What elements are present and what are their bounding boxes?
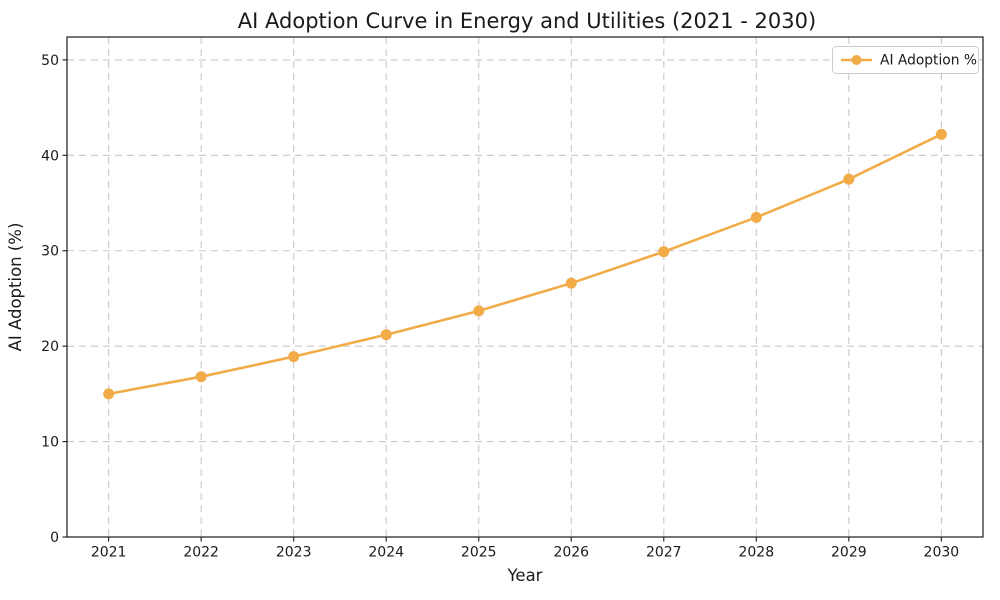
legend-label: AI Adoption % — [880, 53, 977, 69]
tick-layer — [62, 59, 942, 542]
y-tick-label: 0 — [50, 530, 59, 546]
data-point-2021 — [103, 388, 115, 400]
data-point-2023 — [288, 351, 300, 363]
series-line — [107, 133, 943, 396]
x-tick-label: 2023 — [276, 545, 312, 561]
y-axis-label: AI Adoption (%) — [6, 223, 25, 352]
x-tick-label: 2026 — [553, 545, 589, 561]
y-tick-label: 10 — [41, 435, 59, 451]
x-tick-label: 2029 — [831, 545, 867, 561]
data-point-2026 — [565, 277, 577, 289]
x-tick-label: 2030 — [924, 545, 960, 561]
y-tick-label: 30 — [41, 244, 59, 260]
legend-marker-icon — [851, 55, 862, 65]
grid-layer — [67, 37, 983, 538]
tick-label-layer: 2021 2022 2023 2024 2025 2026 2027 2028 2029 2030… — [41, 53, 959, 561]
x-tick-label: 2025 — [461, 545, 497, 561]
data-point-2025 — [473, 305, 485, 317]
data-point-2027 — [658, 246, 670, 258]
legend-box — [832, 46, 979, 74]
data-point-2029 — [843, 173, 855, 185]
x-axis-label: Year — [507, 566, 543, 585]
chart-title: AI Adoption Curve in Energy and Utilitie… — [238, 9, 816, 33]
data-series-layer — [103, 128, 947, 400]
data-point-2030 — [935, 128, 947, 140]
y-tick-label: 50 — [41, 53, 59, 69]
legend: AI Adoption % — [832, 46, 979, 74]
x-tick-label: 2027 — [646, 545, 682, 561]
x-tick-label: 2021 — [91, 545, 127, 561]
x-tick-label: 2024 — [368, 545, 404, 561]
plot-border — [66, 36, 984, 538]
x-tick-label: 2022 — [183, 545, 219, 561]
data-point-2024 — [380, 329, 392, 341]
data-point-2028 — [750, 211, 762, 223]
y-tick-label: 40 — [41, 148, 59, 164]
data-point-2022 — [195, 371, 207, 383]
y-tick-label: 20 — [41, 339, 59, 355]
x-tick-label: 2028 — [738, 545, 774, 561]
